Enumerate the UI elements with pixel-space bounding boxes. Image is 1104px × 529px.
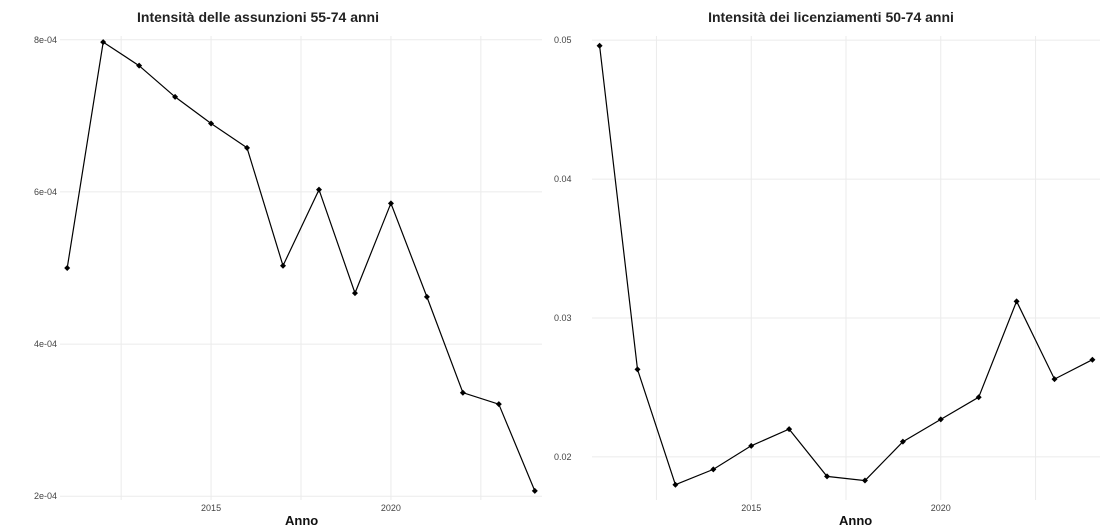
data-point xyxy=(531,487,538,494)
data-point xyxy=(710,466,717,473)
x-tick-label: 2015 xyxy=(741,503,761,513)
data-point xyxy=(786,426,793,433)
data-point xyxy=(64,265,71,271)
chart-plot-layoffs: 0.02 0.03 0.04 0.05 2015 2020 xyxy=(554,35,1100,513)
y-tick-label: 0.03 xyxy=(554,313,572,323)
x-tick-label: 2020 xyxy=(931,503,951,513)
series-line xyxy=(66,41,536,492)
data-point xyxy=(1089,356,1096,363)
x-axis-title: Anno xyxy=(285,513,319,528)
data-point xyxy=(208,120,215,127)
data-point xyxy=(861,477,868,484)
data-point xyxy=(172,93,179,100)
data-point xyxy=(596,42,603,49)
y-tick-label: 0.04 xyxy=(554,174,572,184)
data-point xyxy=(351,290,358,297)
data-point xyxy=(937,416,944,423)
data-point xyxy=(495,401,502,408)
data-point xyxy=(1051,376,1058,383)
y-tick-label: 6e-04 xyxy=(34,187,57,197)
chart-title: Intensità delle assunzioni 55-74 anni xyxy=(137,9,379,25)
y-tick-label: 8e-04 xyxy=(34,35,57,45)
chart-panel-layoffs: Intensità dei licenziamenti 50-74 anni 0… xyxy=(552,0,1104,529)
data-point xyxy=(748,442,755,449)
data-point xyxy=(672,481,679,488)
data-point xyxy=(634,366,641,373)
x-tick-label: 2020 xyxy=(381,503,401,513)
y-tick-label: 4e-04 xyxy=(34,339,57,349)
x-tick-label: 2015 xyxy=(201,503,221,513)
data-point xyxy=(315,186,322,193)
data-point xyxy=(975,394,982,401)
data-point xyxy=(824,473,831,480)
data-point xyxy=(1013,298,1020,305)
y-tick-label: 0.05 xyxy=(554,35,572,45)
chart-plot-hires: 2e-04 4e-04 6e-04 8e-04 2015 2020 xyxy=(34,35,542,513)
series-line xyxy=(599,45,1093,486)
chart-panel-hires: Intensità delle assunzioni 55-74 anni 2e… xyxy=(34,9,542,528)
data-point xyxy=(387,200,394,207)
x-axis-title: Anno xyxy=(839,513,873,528)
data-point xyxy=(899,438,906,445)
data-point xyxy=(423,293,430,300)
data-point xyxy=(459,389,466,396)
data-point xyxy=(244,144,251,151)
y-tick-label: 2e-04 xyxy=(34,491,57,501)
data-point xyxy=(280,262,287,269)
data-point xyxy=(136,62,143,69)
y-tick-label: 0.02 xyxy=(554,452,572,462)
data-point xyxy=(100,39,107,46)
chart-title: Intensità dei licenziamenti 50-74 anni xyxy=(708,9,954,25)
